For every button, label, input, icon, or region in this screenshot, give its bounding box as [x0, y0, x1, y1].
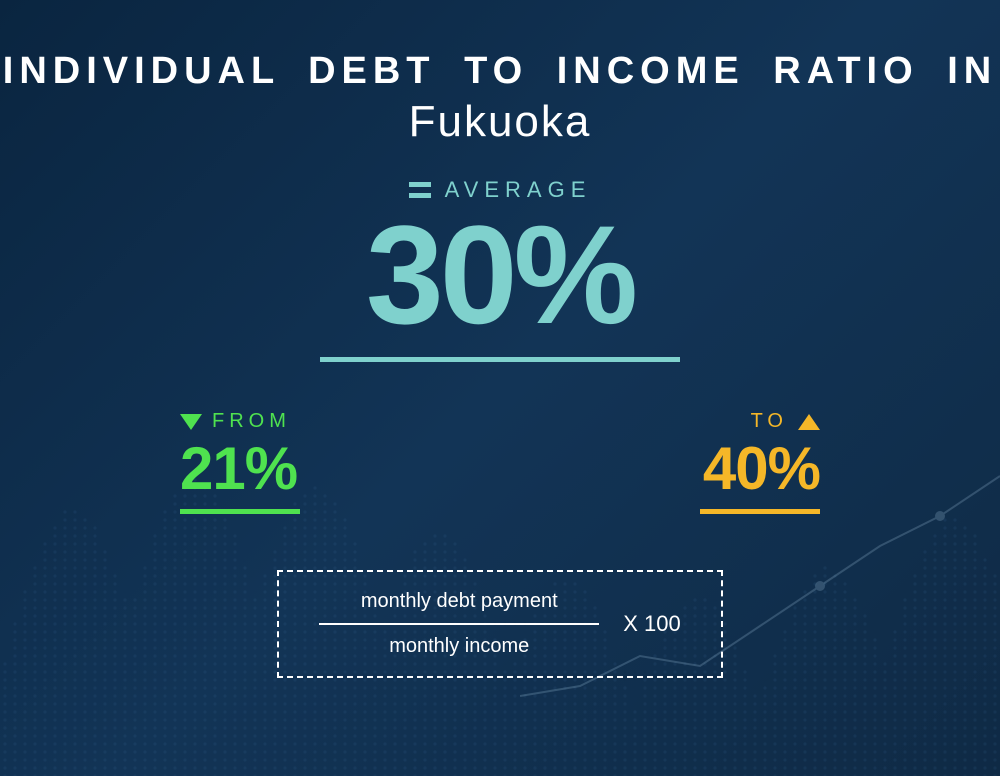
- formula-fraction: monthly debt payment monthly income: [319, 590, 599, 658]
- triangle-down-icon: [180, 414, 202, 430]
- fraction-line: [319, 623, 599, 625]
- formula-box: monthly debt payment monthly income X 10…: [277, 570, 723, 678]
- average-block: AVERAGE 30%: [320, 177, 680, 362]
- from-underline: [180, 509, 300, 514]
- to-label: TO: [751, 410, 788, 433]
- from-value: 21%: [180, 439, 300, 499]
- average-value: 30%: [366, 205, 634, 345]
- formula-numerator: monthly debt payment: [361, 590, 558, 613]
- to-underline: [700, 509, 820, 514]
- from-label-row: FROM: [180, 410, 300, 433]
- average-underline: [320, 357, 680, 362]
- formula-denominator: monthly income: [389, 635, 529, 658]
- title-line2: Fukuoka: [409, 97, 592, 147]
- to-value: 40%: [703, 439, 820, 499]
- formula-multiplier: X 100: [623, 611, 681, 637]
- triangle-up-icon: [798, 414, 820, 430]
- to-block: TO 40%: [700, 410, 820, 514]
- from-block: FROM 21%: [180, 410, 300, 514]
- range-row: FROM 21% TO 40%: [0, 410, 1000, 514]
- title-line1: INDIVIDUAL DEBT TO INCOME RATIO IN: [3, 50, 997, 93]
- from-label: FROM: [212, 410, 291, 433]
- to-label-row: TO: [751, 410, 820, 433]
